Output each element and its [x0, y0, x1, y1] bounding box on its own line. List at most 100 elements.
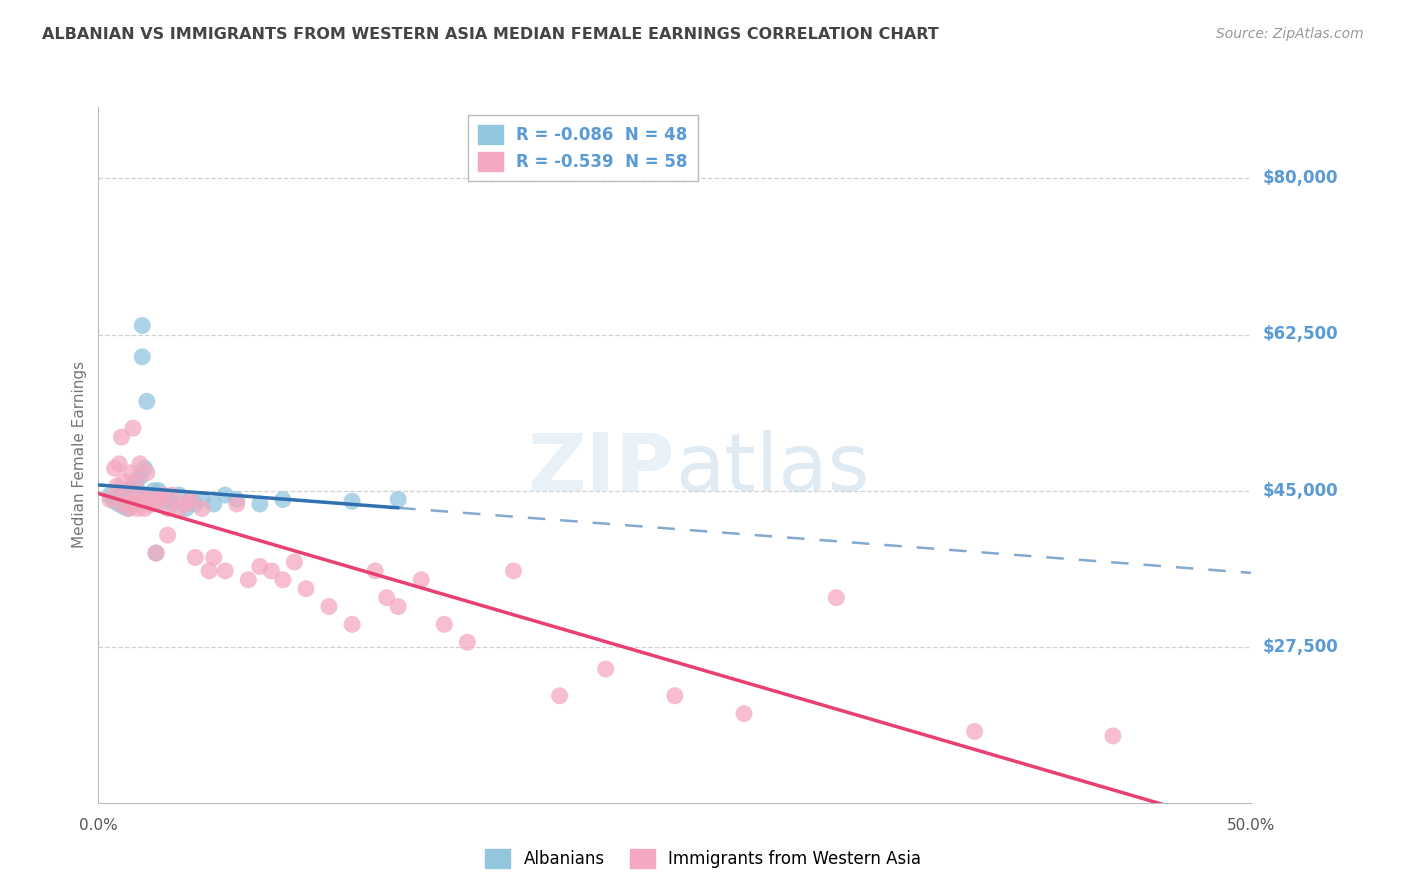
Point	[117, 501, 139, 516]
Point	[318, 599, 340, 614]
Point	[131, 350, 153, 364]
Point	[98, 492, 121, 507]
Point	[502, 564, 524, 578]
Text: atlas: atlas	[675, 430, 869, 508]
Text: ZIP: ZIP	[527, 430, 675, 508]
Point	[184, 550, 207, 565]
Point	[433, 617, 456, 632]
Point	[152, 488, 174, 502]
Point	[260, 564, 283, 578]
Point	[375, 591, 398, 605]
Point	[174, 501, 197, 516]
Point	[191, 501, 214, 516]
Text: $45,000: $45,000	[1263, 482, 1339, 500]
Point	[122, 497, 145, 511]
Point	[127, 497, 149, 511]
Point	[456, 635, 478, 649]
Legend: Albanians, Immigrants from Western Asia: Albanians, Immigrants from Western Asia	[478, 843, 928, 875]
Point	[117, 488, 139, 502]
Point	[108, 457, 131, 471]
Point	[1102, 729, 1125, 743]
Point	[198, 564, 221, 578]
Point	[160, 488, 183, 502]
Point	[122, 421, 145, 435]
Point	[249, 497, 271, 511]
Point	[214, 488, 236, 502]
Point	[664, 689, 686, 703]
Point	[135, 466, 157, 480]
Y-axis label: Median Female Earnings: Median Female Earnings	[72, 361, 87, 549]
Point	[124, 488, 146, 502]
Legend: R = -0.086  N = 48, R = -0.539  N = 58: R = -0.086 N = 48, R = -0.539 N = 58	[468, 115, 697, 181]
Point	[129, 492, 152, 507]
Point	[131, 318, 153, 333]
Point	[387, 599, 409, 614]
Point	[129, 457, 152, 471]
Point	[141, 497, 163, 511]
Point	[124, 475, 146, 489]
Point	[105, 491, 128, 505]
Point	[174, 497, 197, 511]
Point	[112, 500, 135, 514]
Point	[156, 501, 179, 516]
Point	[138, 492, 160, 507]
Point	[167, 488, 190, 502]
Point	[131, 488, 153, 502]
Point	[249, 559, 271, 574]
Point	[134, 501, 156, 516]
Point	[145, 546, 167, 560]
Point	[103, 494, 125, 508]
Point	[141, 497, 163, 511]
Point	[340, 617, 363, 632]
Point	[202, 550, 225, 565]
Point	[595, 662, 617, 676]
Point	[124, 492, 146, 507]
Point	[295, 582, 318, 596]
Point	[122, 479, 145, 493]
Point	[110, 492, 132, 507]
Point	[238, 573, 260, 587]
Text: 50.0%: 50.0%	[1227, 818, 1275, 832]
Point	[271, 573, 294, 587]
Point	[180, 492, 202, 507]
Point	[127, 501, 149, 516]
Point	[283, 555, 305, 569]
Point	[963, 724, 986, 739]
Point	[120, 491, 142, 505]
Point	[112, 475, 135, 489]
Point	[149, 494, 172, 508]
Point	[105, 479, 128, 493]
Point	[138, 492, 160, 507]
Point	[180, 492, 202, 507]
Point	[115, 494, 138, 508]
Point	[411, 573, 433, 587]
Point	[271, 492, 294, 507]
Point	[145, 546, 167, 560]
Point	[202, 497, 225, 511]
Point	[340, 494, 363, 508]
Point	[191, 492, 214, 507]
Point	[225, 492, 247, 507]
Point	[145, 492, 167, 507]
Point	[98, 488, 121, 502]
Point	[120, 496, 142, 510]
Point	[103, 461, 125, 475]
Text: 0.0%: 0.0%	[79, 818, 118, 832]
Text: $27,500: $27,500	[1263, 638, 1339, 656]
Point	[156, 492, 179, 507]
Text: $80,000: $80,000	[1263, 169, 1339, 187]
Point	[148, 492, 170, 507]
Point	[733, 706, 755, 721]
Point	[117, 501, 139, 516]
Text: Source: ZipAtlas.com: Source: ZipAtlas.com	[1216, 27, 1364, 41]
Point	[120, 466, 142, 480]
Point	[142, 483, 165, 498]
Point	[825, 591, 848, 605]
Point	[214, 564, 236, 578]
Point	[387, 492, 409, 507]
Point	[127, 483, 149, 498]
Text: $62,500: $62,500	[1263, 326, 1339, 343]
Point	[124, 475, 146, 489]
Point	[548, 689, 571, 703]
Point	[129, 470, 152, 484]
